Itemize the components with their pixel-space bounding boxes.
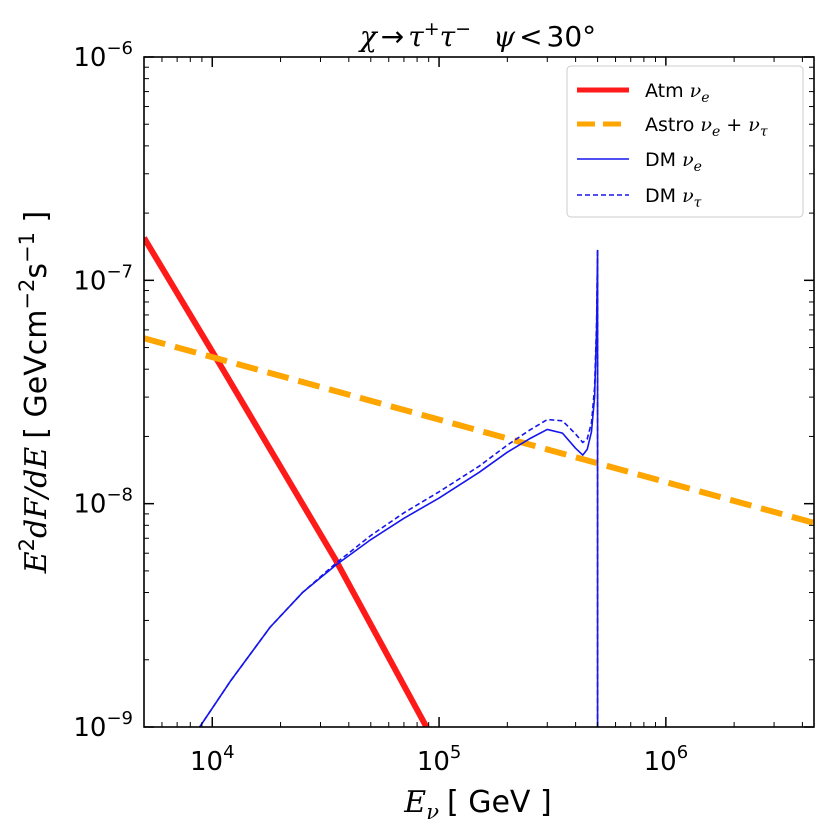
y-tick-label: 10−9 <box>73 708 133 743</box>
y-tick-label: 10−8 <box>73 485 133 520</box>
tick-layer <box>143 56 814 728</box>
x-tick-label: 106 <box>644 742 689 777</box>
legend-label-atm: Atm νe <box>645 80 710 106</box>
x-tick-label: 105 <box>417 742 462 777</box>
legend-label-astro: Astro νe + ντ <box>645 114 768 140</box>
x-tick-label: 104 <box>190 742 235 777</box>
series-layer <box>144 236 814 727</box>
series-line-2 <box>199 249 599 727</box>
y-tick-label: 10−7 <box>73 261 133 296</box>
x-axis-label: Eν[ GeV ] <box>403 785 551 824</box>
y-axis-label: E2dF/dE[ GeVcm−2s−1 ] <box>15 211 54 575</box>
series-line-3 <box>199 248 599 727</box>
series-line-1 <box>144 335 814 526</box>
y-tick-label: 10−6 <box>73 38 133 73</box>
series-line-0 <box>144 236 430 727</box>
legend: Atm νe Astro νe + ντ DM νe DM ντ <box>566 65 804 218</box>
legend-box <box>566 65 804 218</box>
legend-label-dm-tau: DM ντ <box>645 185 702 211</box>
y-tick-labels: 10−9 10−8 10−7 10−6 <box>73 38 133 743</box>
plot-frame <box>143 56 815 728</box>
chart-title: χ → τ+τ− ψ <30° <box>358 18 596 53</box>
legend-label-dm-e: DM νe <box>645 149 702 175</box>
x-tick-labels: 104 105 106 <box>190 742 688 777</box>
